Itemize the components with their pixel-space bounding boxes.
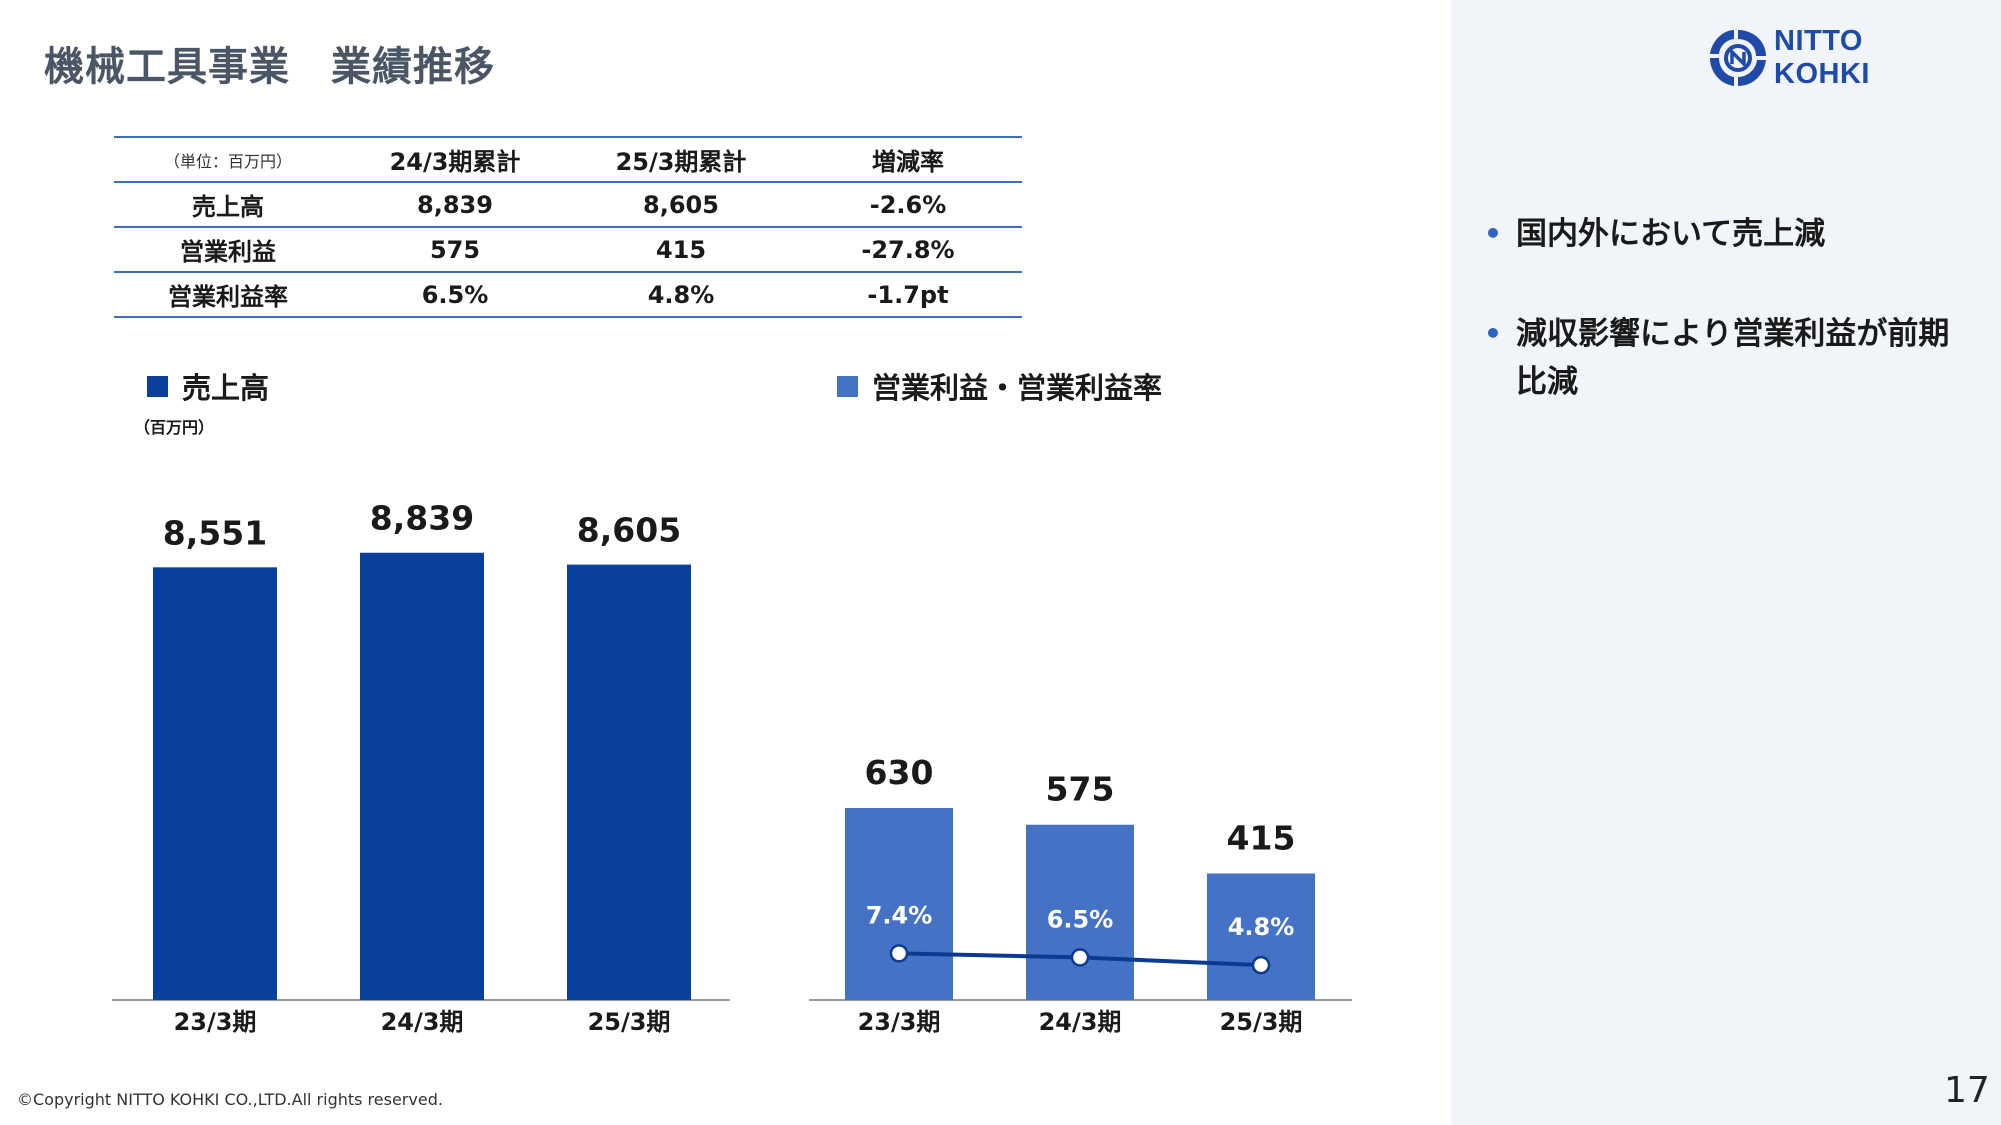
column-header: 24/3期累計: [342, 136, 568, 183]
x-tick-label: 23/3期: [174, 1008, 257, 1036]
table-cell: -27.8%: [794, 227, 1022, 273]
table-cell: -2.6%: [794, 182, 1022, 228]
profit-bar: [1207, 873, 1315, 1000]
profit-bar: [845, 807, 953, 1000]
legend-label: 営業利益・営業利益率: [872, 371, 1163, 405]
table-row: 営業利益率 6.5% 4.8% -1.7pt: [114, 272, 1022, 318]
table-cell: 575: [342, 227, 568, 273]
table-cell: 8,839: [342, 182, 568, 228]
sales-value-label: 8,605: [577, 511, 681, 550]
legend-swatch: [837, 375, 858, 397]
table-cell: 6.5%: [342, 272, 568, 318]
legend-swatch: [147, 375, 168, 397]
x-tick-label: 25/3期: [1220, 1008, 1303, 1036]
table-row: 営業利益 575 415 -27.8%: [114, 227, 1022, 273]
company-logo: NITTO KOHKI: [1706, 25, 1966, 90]
summary-table: （単位：百万円） 24/3期累計 25/3期累計 増減率 売上高 8,839 8…: [114, 136, 1022, 318]
sales-value-label: 8,839: [370, 499, 474, 538]
margin-rate-label: 6.5%: [1047, 905, 1114, 933]
sales-bar: [360, 552, 484, 1000]
profit-value-label: 630: [865, 753, 934, 792]
bullet-item: • 国内外において売上減: [1484, 210, 1964, 258]
row-label: 営業利益率: [114, 272, 342, 318]
copyright-text: ©Copyright NITTO KOHKI CO.,LTD.All right…: [17, 1090, 443, 1109]
x-tick-label: 25/3期: [588, 1008, 671, 1036]
bullet-item: • 減収影響により営業利益が前期比減: [1484, 310, 1964, 406]
row-label: 営業利益: [114, 227, 342, 273]
sales-value-label: 8,551: [163, 513, 267, 552]
table-row: 売上高 8,839 8,605 -2.6%: [114, 182, 1022, 228]
bullet-icon: •: [1484, 317, 1502, 350]
x-tick-label: 23/3期: [858, 1008, 941, 1036]
row-label: 売上高: [114, 182, 342, 228]
margin-rate-point: [1251, 955, 1271, 975]
profit-value-label: 415: [1227, 819, 1296, 858]
x-tick-label: 24/3期: [381, 1008, 464, 1036]
bullet-icon: •: [1484, 217, 1502, 250]
logo-text: NITTO KOHKI: [1774, 25, 1870, 90]
profit-legend: 営業利益・営業利益率: [837, 365, 1162, 407]
sales-legend: 売上高: [147, 365, 269, 407]
key-points: • 国内外において売上減 • 減収影響により営業利益が前期比減: [1484, 210, 1964, 458]
table-header-row: （単位：百万円） 24/3期累計 25/3期累計 増減率: [114, 136, 1022, 183]
margin-rate-point: [889, 944, 909, 963]
charts-canvas: 8,551 23/3期 8,839 24/3期 8,605 25/3期 630 23/3期 57…: [112, 499, 1352, 1036]
nitto-kohki-logo-icon: [1710, 30, 1766, 86]
profit-value-label: 575: [1046, 770, 1115, 809]
margin-rate-label: 4.8%: [1228, 913, 1295, 941]
bullet-text: 国内外において売上減: [1516, 216, 1826, 252]
x-tick-label: 24/3期: [1039, 1008, 1122, 1036]
margin-rate-point: [1070, 948, 1090, 967]
page-title: 機械工具事業 業績推移: [44, 44, 495, 90]
sales-bar: [567, 564, 691, 1000]
table-cell: 8,605: [568, 182, 794, 228]
column-header: 増減率: [794, 136, 1022, 183]
margin-rate-label: 7.4%: [866, 901, 933, 929]
table-cell: 415: [568, 227, 794, 273]
legend-label: 売上高: [182, 371, 270, 405]
sales-unit-label: （百万円）: [134, 418, 215, 437]
table-cell: 4.8%: [568, 272, 794, 318]
table-unit: （単位：百万円）: [114, 136, 342, 183]
page-number: 17: [1944, 1070, 1990, 1111]
profit-bar: [1026, 824, 1134, 1000]
sales-bar: [153, 567, 277, 1000]
table-cell: -1.7pt: [794, 272, 1022, 318]
bullet-text: 減収影響により営業利益が前期比減: [1516, 316, 1950, 400]
column-header: 25/3期累計: [568, 136, 794, 183]
side-panel: [1451, 0, 2001, 1125]
